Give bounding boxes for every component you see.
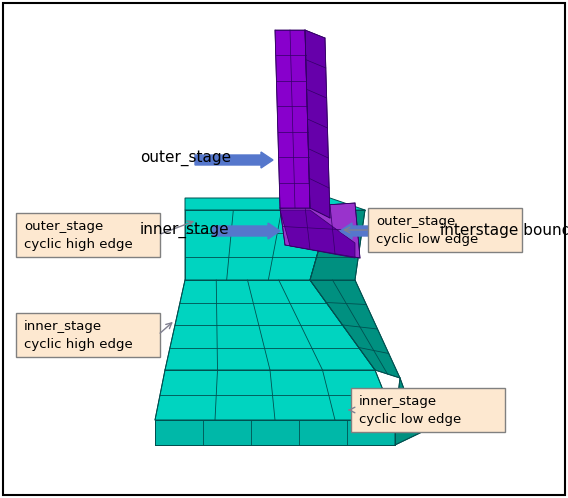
Text: outer_stage
cyclic low edge: outer_stage cyclic low edge bbox=[376, 215, 478, 246]
Polygon shape bbox=[275, 30, 310, 208]
Polygon shape bbox=[310, 280, 400, 378]
FancyArrow shape bbox=[213, 223, 280, 239]
Polygon shape bbox=[395, 378, 420, 445]
Polygon shape bbox=[165, 280, 375, 370]
Text: inner_stage: inner_stage bbox=[140, 222, 229, 238]
FancyBboxPatch shape bbox=[16, 313, 160, 357]
Text: interstage boundary: interstage boundary bbox=[440, 223, 568, 238]
Polygon shape bbox=[155, 370, 395, 420]
FancyArrow shape bbox=[340, 223, 430, 239]
Polygon shape bbox=[280, 203, 360, 258]
Polygon shape bbox=[185, 198, 365, 210]
Polygon shape bbox=[280, 210, 355, 258]
FancyBboxPatch shape bbox=[368, 208, 522, 252]
Text: inner_stage
cyclic high edge: inner_stage cyclic high edge bbox=[24, 320, 133, 351]
FancyBboxPatch shape bbox=[16, 213, 160, 257]
Text: outer_stage: outer_stage bbox=[140, 150, 231, 166]
Text: outer_stage
cyclic high edge: outer_stage cyclic high edge bbox=[24, 220, 133, 250]
FancyArrow shape bbox=[195, 152, 273, 168]
Polygon shape bbox=[305, 30, 330, 218]
Text: inner_stage
cyclic low edge: inner_stage cyclic low edge bbox=[359, 394, 461, 425]
Polygon shape bbox=[310, 210, 365, 280]
FancyBboxPatch shape bbox=[351, 388, 505, 432]
Polygon shape bbox=[155, 420, 395, 445]
Polygon shape bbox=[185, 210, 330, 280]
